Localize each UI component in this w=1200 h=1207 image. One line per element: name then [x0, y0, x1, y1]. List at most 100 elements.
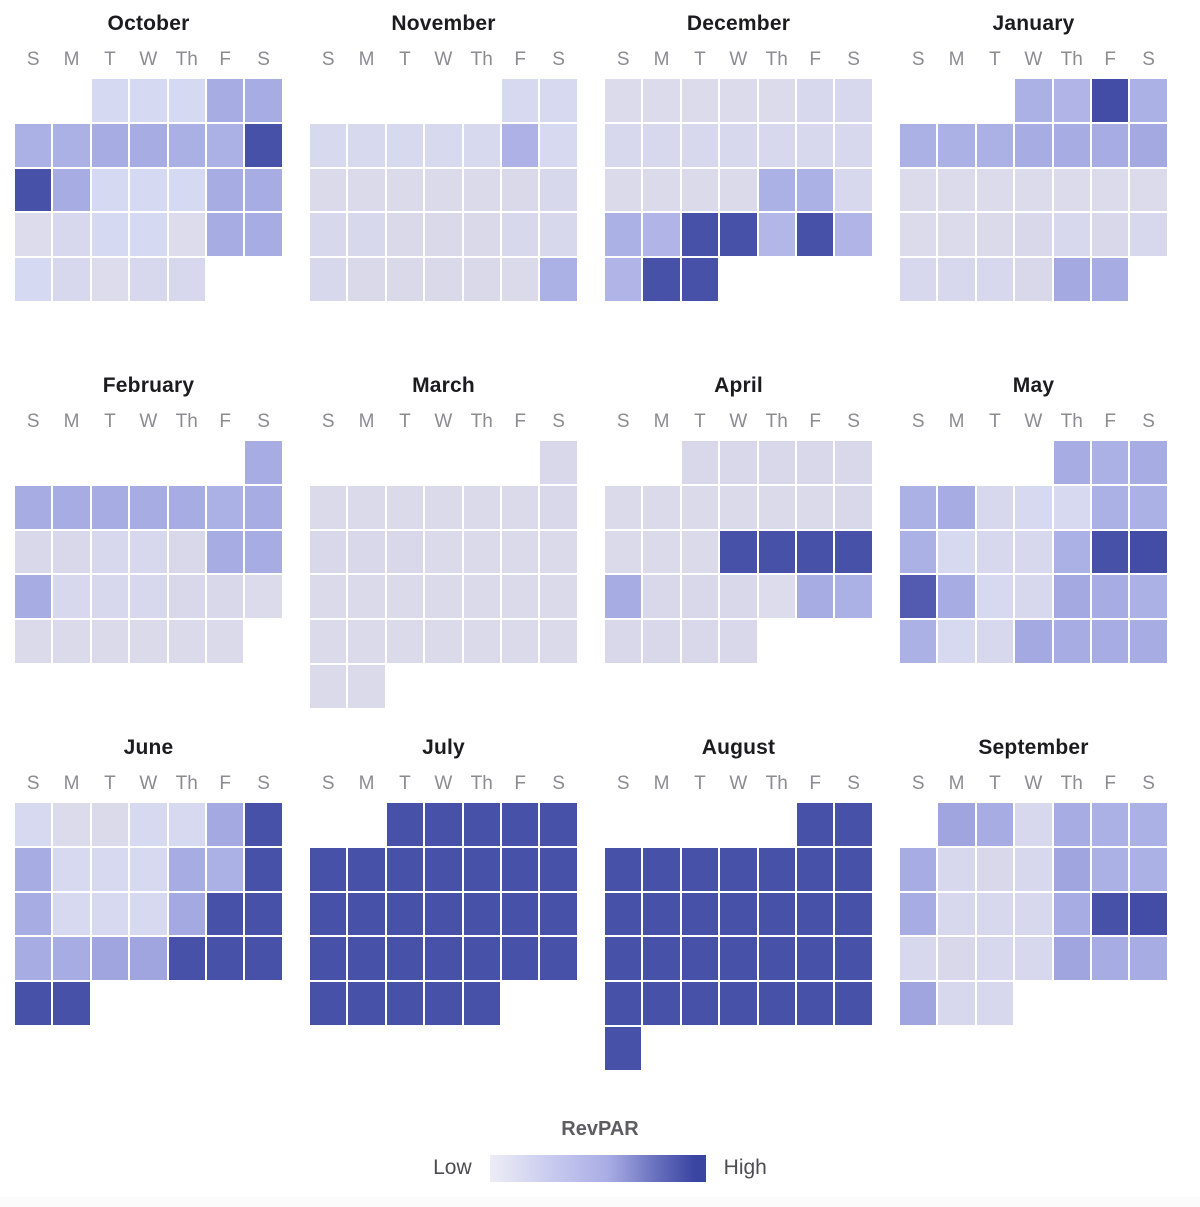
day-of-week-label: W: [434, 773, 453, 794]
day-cell: [348, 123, 385, 167]
day-cell: [53, 982, 90, 1025]
day-cell: [1091, 530, 1129, 574]
day-of-week-label: F: [809, 773, 821, 794]
legend-gradient-bar: [489, 1154, 706, 1182]
day-cell: [976, 168, 1014, 212]
day-cell: [168, 575, 205, 619]
day-cell: [1130, 892, 1167, 936]
day-of-week-label: T: [989, 411, 1001, 432]
day-cell: [91, 530, 129, 574]
day-cell: [245, 937, 282, 981]
month-block: July S M T W Th F S: [310, 724, 577, 1070]
day-of-week-label: S: [552, 49, 565, 70]
month-grid: [310, 441, 577, 708]
day-cell: [53, 123, 90, 167]
day-cell: [900, 123, 937, 167]
day-cell: [720, 441, 757, 484]
day-cell: [130, 79, 167, 122]
day-cell: [15, 620, 52, 663]
day-of-week-label: M: [63, 773, 80, 794]
day-cell: [310, 847, 347, 891]
day-of-week-label: Th: [1060, 411, 1083, 432]
day-cell: [463, 847, 500, 891]
day-of-week-header: S M T W Th F S: [605, 412, 872, 431]
day-cell: [348, 575, 385, 619]
day-of-week-header: S M T W Th F S: [15, 50, 282, 69]
month-title: August: [701, 736, 776, 759]
legend-low-label: Low: [433, 1156, 472, 1180]
day-cell: [206, 892, 244, 936]
day-cell: [168, 168, 205, 212]
day-cell: [835, 982, 872, 1025]
day-of-week-label: W: [139, 773, 158, 794]
day-cell: [245, 530, 282, 574]
day-cell: [206, 485, 244, 529]
day-cell: [1091, 79, 1129, 122]
month-title: February: [102, 374, 195, 397]
day-cell: [938, 620, 975, 663]
day-cell: [425, 168, 462, 212]
day-cell: [681, 530, 719, 574]
month-grid: [900, 803, 1167, 1025]
day-cell: [681, 575, 719, 619]
day-cell: [310, 485, 347, 529]
day-cell: [91, 258, 129, 301]
day-cell: [1130, 168, 1167, 212]
day-cell: [540, 258, 577, 301]
day-cell: [91, 937, 129, 981]
day-cell: [758, 937, 795, 981]
day-cell: [425, 982, 462, 1025]
day-cell: [976, 213, 1014, 257]
day-of-week-label: F: [1104, 411, 1116, 432]
day-cell: [425, 620, 462, 663]
day-cell: [348, 620, 385, 663]
day-cell: [720, 620, 757, 663]
day-of-week-label: Th: [470, 49, 493, 70]
day-cell: [463, 892, 500, 936]
day-cell: [168, 485, 205, 529]
month-grid: [15, 441, 282, 663]
day-cell: [15, 937, 52, 981]
day-cell: [1015, 213, 1052, 257]
day-of-week-label: T: [694, 773, 706, 794]
day-cell: [1053, 847, 1090, 891]
month-title: May: [1012, 374, 1055, 397]
day-cell: [1130, 847, 1167, 891]
day-cell: [310, 258, 347, 301]
day-cell: [245, 575, 282, 619]
day-cell: [386, 258, 424, 301]
day-cell: [425, 530, 462, 574]
day-cell: [386, 213, 424, 257]
day-cell: [91, 485, 129, 529]
day-cell: [245, 847, 282, 891]
day-cell: [681, 982, 719, 1025]
month-title: June: [123, 736, 174, 759]
day-cell: [976, 892, 1014, 936]
day-cell: [15, 847, 52, 891]
day-cell: [53, 485, 90, 529]
day-of-week-label: S: [1142, 49, 1155, 70]
day-cell: [540, 530, 577, 574]
month-block: November S M T W Th F S: [310, 0, 577, 362]
day-cell: [605, 258, 642, 301]
day-of-week-label: S: [847, 773, 860, 794]
day-cell: [900, 937, 937, 981]
day-cell: [386, 803, 424, 846]
day-cell: [348, 937, 385, 981]
day-cell: [425, 123, 462, 167]
day-cell: [53, 530, 90, 574]
day-cell: [1015, 575, 1052, 619]
day-cell: [758, 213, 795, 257]
day-cell: [540, 575, 577, 619]
day-cell: [310, 892, 347, 936]
day-cell: [463, 982, 500, 1025]
day-cell: [348, 485, 385, 529]
day-of-week-label: M: [653, 49, 670, 70]
day-of-week-label: F: [514, 49, 526, 70]
day-of-week-label: S: [321, 49, 335, 70]
day-cell: [976, 620, 1014, 663]
day-cell: [1130, 485, 1167, 529]
day-cell: [501, 123, 539, 167]
day-of-week-label: F: [1104, 49, 1116, 70]
day-cell: [1053, 213, 1090, 257]
